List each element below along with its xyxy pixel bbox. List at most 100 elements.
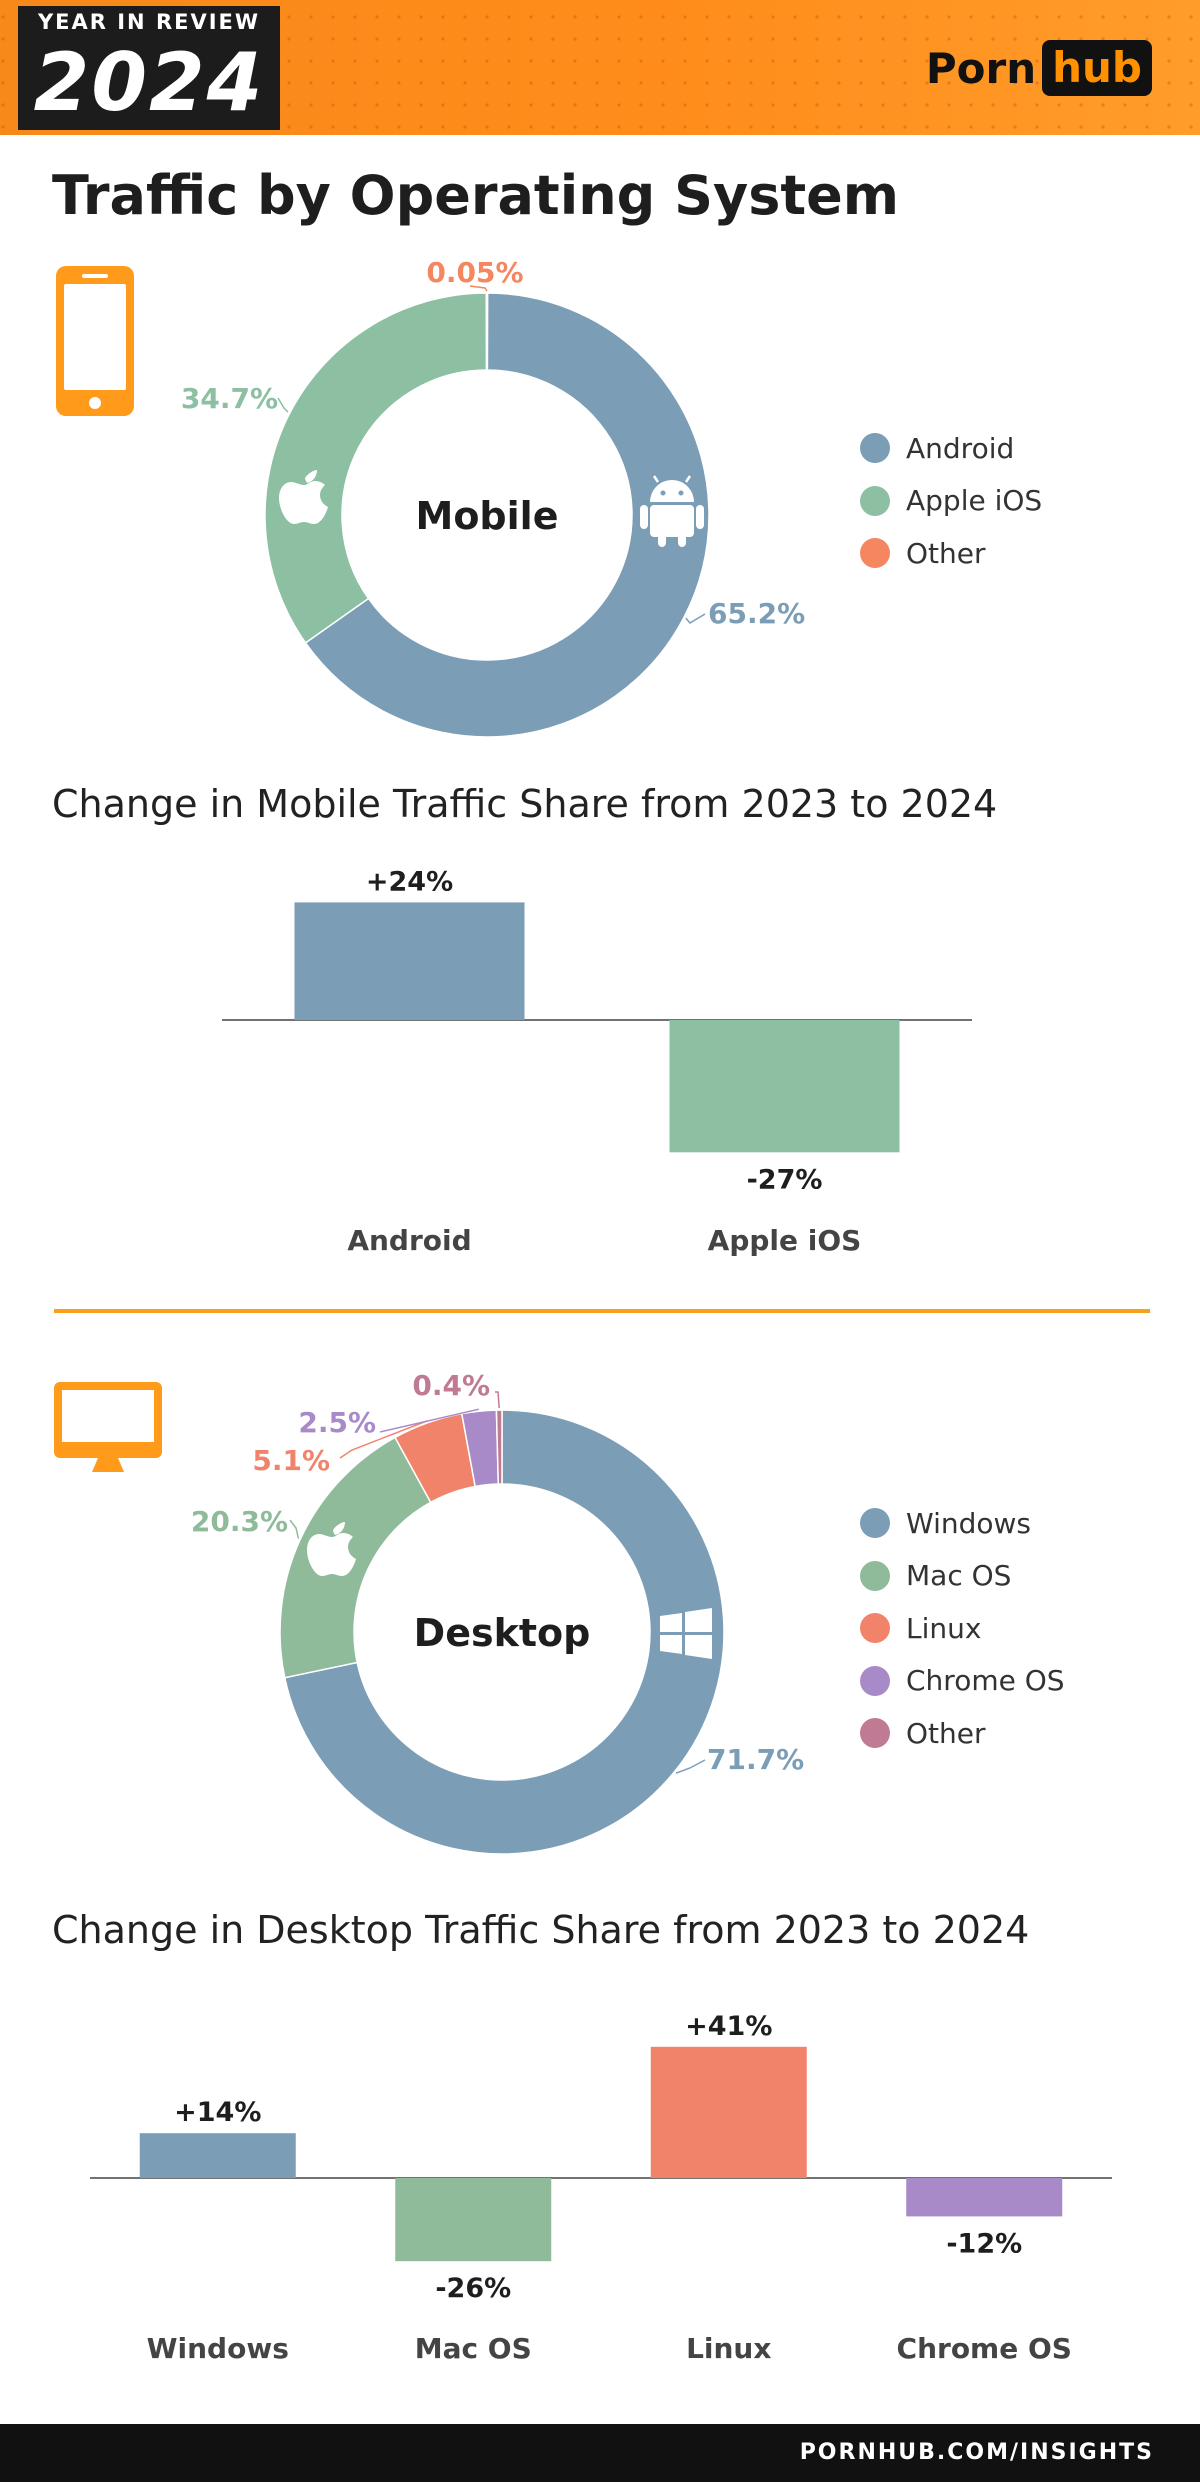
value-label-linux: 5.1% (252, 1444, 330, 1477)
android-antenna-right (684, 475, 692, 483)
brand-logo-right: hub (1042, 40, 1152, 96)
bar-category-label-mac-os: Mac OS (415, 2332, 532, 2365)
legend-swatch (860, 1718, 890, 1749)
android-head (650, 480, 694, 502)
bar-value-label-linux: +41% (685, 2011, 772, 2042)
badge-year-label: 2024 (33, 36, 265, 129)
mobile-change-bar-chart: +24% Android -27% Apple iOS (222, 866, 972, 1257)
android-arm-right (696, 505, 704, 529)
donut-center-label: Desktop (414, 1611, 591, 1655)
apple-leaf (305, 470, 317, 483)
legend-item-windows: Windows (860, 1497, 1065, 1550)
bar-value-label-mac-os: -26% (435, 2273, 511, 2304)
badge-top-label: YEAR IN REVIEW (37, 10, 261, 34)
legend-item-other: Other (860, 527, 1042, 580)
legend-item-chrome-os: Chrome OS (860, 1655, 1065, 1708)
leader-line-mac-os (289, 1519, 300, 1539)
monitor-stand (92, 1458, 124, 1472)
page-title: Traffic by Operating System (52, 164, 900, 227)
android-body (650, 505, 694, 537)
monitor-icon (54, 1382, 162, 1472)
bar-mac-os (395, 2178, 552, 2262)
phone-home-button (89, 397, 101, 409)
section-divider (54, 1309, 1150, 1313)
value-label-apple-ios: 34.7% (181, 382, 278, 415)
monitor-screen (62, 1390, 154, 1442)
leader-line-other (495, 1391, 500, 1409)
legend-swatch (860, 538, 890, 569)
bar-value-label-chrome-os: -12% (946, 2228, 1022, 2259)
mobile-donut-chart: Mobile 65.2% 34.7% 0.05% (56, 256, 805, 738)
bar-category-label-apple-ios: Apple iOS (708, 1224, 862, 1257)
legend-item-apple-ios: Apple iOS (860, 475, 1042, 528)
legend-swatch (860, 1560, 890, 1591)
windows-pane-3 (660, 1635, 682, 1654)
windows-pane-2 (685, 1608, 712, 1632)
apple-icon (279, 470, 328, 524)
value-label-mac-os: 20.3% (191, 1505, 288, 1538)
bar-chrome-os (906, 2178, 1063, 2217)
apple-body (279, 481, 328, 524)
donut-center-label: Mobile (416, 494, 559, 538)
bar-category-label-android: Android (347, 1224, 471, 1257)
desktop-change-subtitle: Change in Desktop Traffic Share from 202… (52, 1908, 1030, 1952)
leader-line-windows (675, 1759, 706, 1774)
android-eye-right (678, 490, 684, 496)
donut-slice-other (495, 1409, 503, 1485)
year-in-review-badge: YEAR IN REVIEW 2024 (18, 6, 280, 130)
leader-line-android (685, 613, 706, 624)
leader-line-other (469, 285, 488, 292)
leader-line-linux (339, 1420, 428, 1459)
phone-icon (56, 266, 134, 416)
brand-logo[interactable]: Porn hub (926, 40, 1152, 96)
apple-leaf (333, 1522, 345, 1535)
android-antenna-left (652, 475, 660, 483)
legend-swatch (860, 1665, 890, 1696)
windows-pane-1 (660, 1613, 682, 1632)
bar-value-label-android: +24% (366, 866, 453, 897)
legend-label: Windows (906, 1506, 1031, 1540)
legend-item-android: Android (860, 422, 1042, 475)
windows-pane-4 (685, 1635, 712, 1659)
phone-speaker (82, 274, 108, 278)
bar-apple-ios (669, 1020, 900, 1153)
android-leg-right (678, 533, 686, 547)
badge-year: 2024 (18, 36, 280, 130)
legend-label: Chrome OS (906, 1664, 1065, 1698)
apple-icon (307, 1522, 356, 1576)
footer-bar: PORNHUB.COM/INSIGHTS (0, 2424, 1200, 2482)
legend-swatch (860, 485, 890, 516)
header-banner: YEAR IN REVIEW 2024 Porn hub (0, 0, 1200, 135)
bar-value-label-windows: +14% (174, 2097, 261, 2128)
bar-category-label-linux: Linux (686, 2332, 771, 2365)
value-label-other: 0.05% (426, 256, 523, 289)
donut-slice-apple-ios (264, 292, 488, 644)
badge-top: YEAR IN REVIEW (18, 6, 280, 38)
android-leg-left (658, 533, 666, 547)
mobile-legend: Android Apple iOS Other (860, 422, 1042, 580)
bar-value-label-apple-ios: -27% (747, 1164, 823, 1195)
legend-item-linux: Linux (860, 1602, 1065, 1655)
legend-label: Other (906, 1716, 986, 1750)
legend-item-mac-os: Mac OS (860, 1550, 1065, 1603)
footer-link[interactable]: PORNHUB.COM/INSIGHTS (799, 2440, 1154, 2465)
bar-linux (650, 2046, 807, 2178)
phone-screen (64, 284, 126, 390)
legend-swatch (860, 433, 890, 464)
legend-label: Linux (906, 1611, 982, 1645)
bar-category-label-windows: Windows (147, 2332, 289, 2365)
legend-label: Mac OS (906, 1559, 1012, 1593)
android-arm-left (640, 505, 648, 529)
leader-line-chrome-os (379, 1408, 479, 1433)
legend-item-other: Other (860, 1707, 1065, 1760)
legend-label: Android (906, 431, 1015, 465)
apple-body (307, 1533, 356, 1576)
legend-label: Apple iOS (906, 484, 1043, 518)
windows-icon (660, 1608, 712, 1659)
bar-android (294, 902, 525, 1020)
desktop-donut-chart: Desktop 71.7% 20.3% 5.1% 2.5% 0.4% (54, 1370, 804, 1855)
value-label-other: 0.4% (412, 1370, 490, 1402)
android-eye-left (660, 490, 666, 496)
leader-line-apple-ios (277, 397, 289, 413)
legend-label: Other (906, 536, 986, 570)
